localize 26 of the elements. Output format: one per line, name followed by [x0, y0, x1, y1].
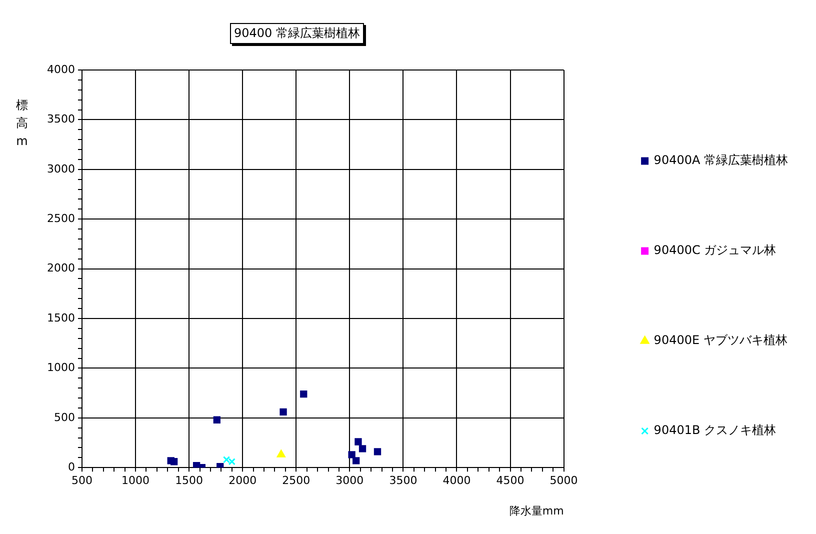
- x-tick-label: 5000: [550, 474, 578, 488]
- x-axis-title: 降水量mm: [509, 504, 564, 518]
- chart-title: 90400 常緑広葉樹植林: [230, 23, 364, 44]
- x-tick-label: 1000: [122, 474, 150, 488]
- y-tick-label: 1000: [46, 361, 75, 374]
- y-tick-label: 2500: [46, 212, 75, 225]
- y-tick-label: 4000: [46, 62, 75, 76]
- x-tick-label: 4500: [496, 474, 524, 488]
- x-tick-label: 1500: [175, 474, 204, 488]
- x-tick-label: 500: [71, 474, 92, 488]
- x-tick-label: 4000: [442, 474, 471, 488]
- y-tick-label: 1500: [46, 311, 75, 324]
- y-tick-label: 3000: [46, 162, 75, 176]
- y-axis-title: 標高m: [15, 97, 29, 150]
- legend-label: 90401B クスノキ植林: [654, 423, 776, 438]
- x-tick-label: 3000: [336, 474, 364, 488]
- legend-label: 90400A 常緑広葉樹植林: [654, 153, 788, 168]
- legend-label: 90400E ヤブツバキ植林: [654, 333, 788, 348]
- x-tick-label: 2500: [282, 474, 310, 488]
- x-tick-label: 2000: [228, 474, 257, 488]
- y-tick-label: 3500: [46, 112, 75, 126]
- legend-label: 90400C ガジュマル林: [654, 243, 776, 258]
- x-tick-label: 3500: [389, 474, 418, 488]
- y-tick-label: 2000: [46, 262, 75, 275]
- y-tick-label: 500: [54, 410, 75, 424]
- y-tick-label: 0: [68, 460, 75, 474]
